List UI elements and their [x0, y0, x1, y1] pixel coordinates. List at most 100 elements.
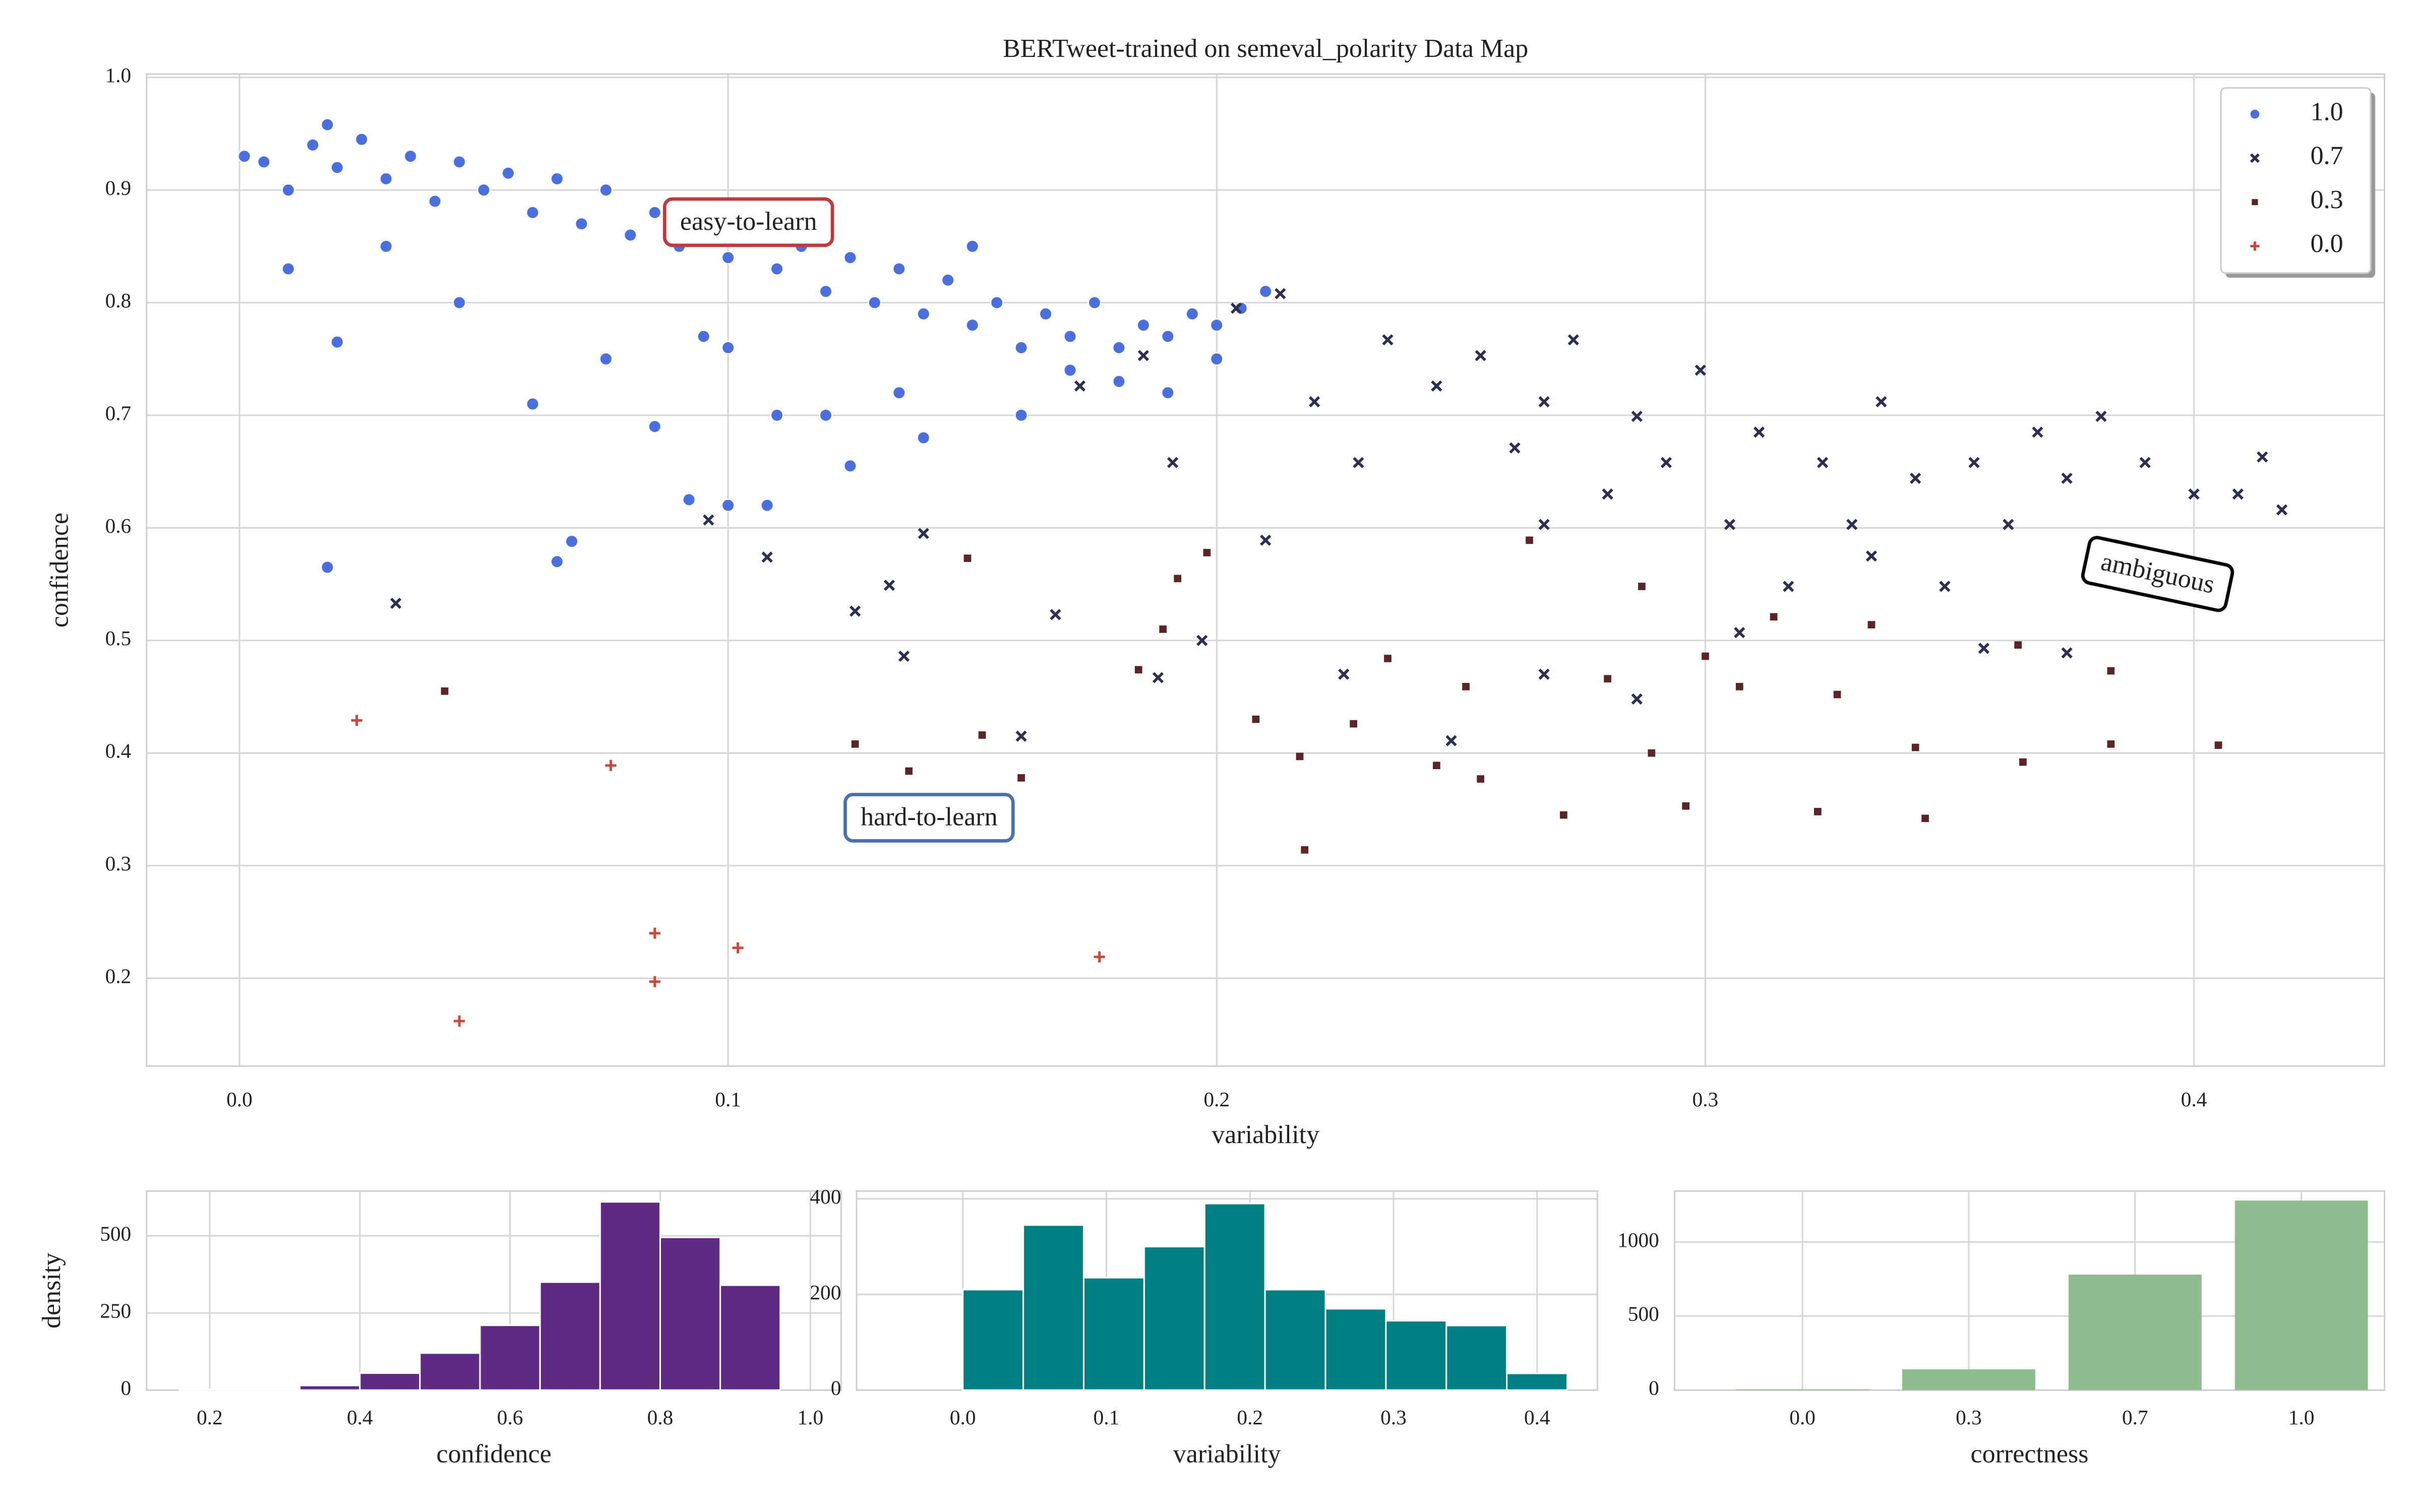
point [281, 183, 295, 197]
point [1814, 808, 1822, 815]
bar [1082, 1277, 1145, 1391]
legend-marker [2252, 199, 2258, 206]
point [1137, 350, 1150, 361]
bar [419, 1352, 481, 1391]
point [1112, 374, 1126, 389]
point [452, 155, 466, 169]
y-tick-label: 0.4 [105, 739, 132, 763]
point [403, 149, 417, 163]
bar [659, 1236, 721, 1391]
point [1475, 350, 1486, 361]
point [1526, 536, 1533, 544]
axes-frame [146, 73, 2386, 1067]
point [1159, 625, 1167, 633]
point [1258, 284, 1273, 298]
point [1167, 457, 1179, 468]
x-axis-label: correctness [1971, 1440, 2089, 1469]
y-tick-label: 0.6 [105, 514, 132, 537]
bar [539, 1281, 601, 1391]
point [721, 498, 735, 513]
point [1384, 655, 1392, 662]
point [1734, 626, 1745, 639]
point [760, 498, 774, 513]
point [1833, 690, 1841, 699]
point [565, 534, 579, 548]
bar [962, 1289, 1024, 1391]
point [978, 731, 986, 739]
bar [2068, 1274, 2202, 1391]
point [917, 431, 931, 445]
point [851, 740, 859, 748]
point [1014, 408, 1028, 422]
x-tick-label: 0.0 [226, 1088, 253, 1111]
point [1783, 581, 1794, 592]
point [1509, 442, 1521, 454]
point [1770, 613, 1778, 621]
y-tick-label: 1.0 [105, 64, 132, 87]
y-tick-label: 0 [831, 1376, 841, 1400]
point [599, 183, 613, 197]
y-axis-label: density [37, 1253, 66, 1329]
bar [1264, 1289, 1326, 1391]
point [918, 528, 929, 539]
point [2061, 647, 2073, 659]
point [649, 927, 660, 939]
point [868, 296, 882, 309]
point [574, 217, 588, 231]
point [649, 976, 660, 987]
y-tick-label: 1000 [1617, 1228, 1659, 1251]
point [1063, 363, 1077, 377]
point [1301, 846, 1309, 854]
point [2019, 758, 2027, 766]
x-tick-label: 0.0 [950, 1406, 976, 1429]
point [330, 335, 344, 349]
point [1968, 457, 1980, 468]
x-tick-label: 0.0 [1789, 1406, 1816, 1429]
point [1846, 519, 1858, 530]
point [1433, 762, 1440, 770]
point [1817, 457, 1829, 468]
x-tick-label: 0.2 [197, 1406, 223, 1429]
point [1230, 302, 1242, 314]
point [1174, 575, 1182, 583]
point [1050, 609, 1061, 620]
point [2107, 740, 2115, 748]
point [623, 228, 637, 242]
bar [479, 1325, 541, 1391]
point [1353, 457, 1364, 468]
point [1196, 635, 1208, 646]
point [732, 942, 744, 954]
point [770, 408, 784, 422]
point [1338, 668, 1350, 680]
point [1296, 752, 1304, 761]
point [1112, 341, 1126, 355]
point [761, 551, 773, 563]
legend-label: 0.7 [2311, 142, 2343, 170]
point [428, 194, 442, 208]
point [2188, 488, 2200, 500]
bar [1902, 1369, 2035, 1391]
point [905, 767, 913, 775]
point [354, 133, 369, 146]
y-tick-label: 0.9 [105, 176, 132, 200]
x-tick-label: 0.3 [1956, 1406, 1982, 1429]
point [281, 262, 295, 276]
point [1074, 380, 1086, 392]
bar [2234, 1201, 2368, 1391]
x-tick-label: 0.4 [1524, 1406, 1550, 1429]
point [2014, 641, 2022, 649]
annotation-text: hard-to-learn [861, 802, 998, 831]
point [330, 160, 344, 174]
y-tick-label: 0.7 [105, 401, 132, 424]
y-tick-label: 0.2 [105, 965, 132, 988]
point [1015, 730, 1027, 742]
legend-label: 1.0 [2311, 97, 2343, 126]
point [1209, 318, 1224, 332]
point [965, 239, 980, 254]
annotation-box [662, 197, 834, 247]
point [1867, 621, 1876, 628]
point [770, 262, 784, 276]
point [2214, 741, 2222, 749]
legend [2220, 87, 2372, 274]
